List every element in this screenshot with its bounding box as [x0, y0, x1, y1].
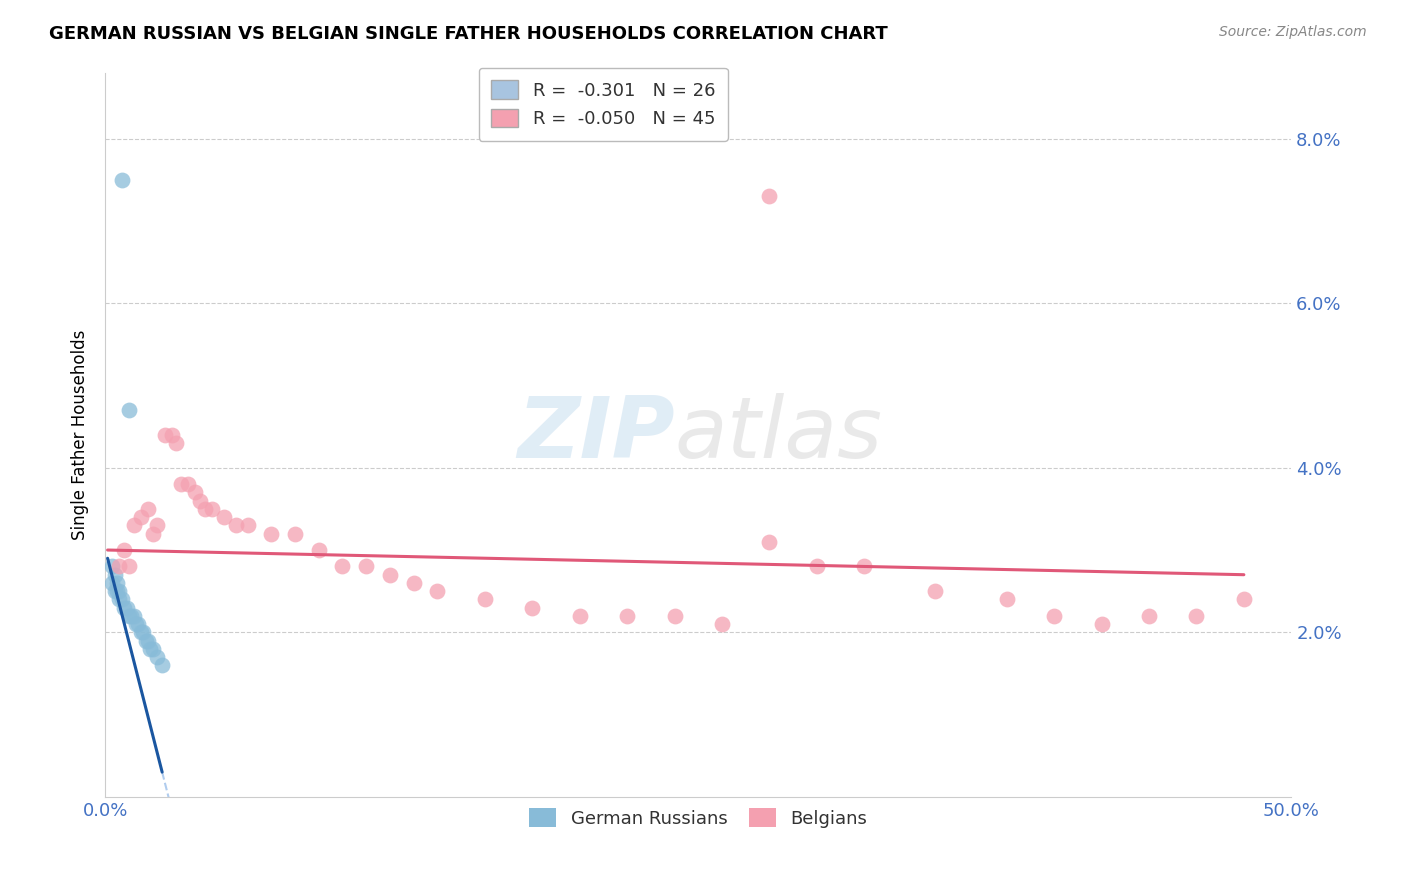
Point: [122, 608, 145, 623]
Point: [194, 502, 217, 516]
Point: [188, 493, 211, 508]
Point: [105, 576, 128, 591]
Point: [260, 526, 283, 541]
Point: [1090, 617, 1112, 632]
Point: [139, 641, 162, 656]
Point: [402, 576, 425, 591]
Point: [135, 633, 157, 648]
Point: [664, 608, 686, 623]
Point: [105, 584, 128, 599]
Point: [474, 592, 496, 607]
Point: [136, 502, 159, 516]
Point: [150, 658, 173, 673]
Point: [924, 584, 946, 599]
Point: [125, 617, 148, 632]
Point: [284, 526, 307, 541]
Point: [225, 518, 247, 533]
Point: [308, 543, 330, 558]
Point: [332, 559, 354, 574]
Point: [616, 608, 638, 623]
Point: [806, 559, 828, 574]
Point: [354, 559, 377, 574]
Point: [378, 567, 401, 582]
Point: [184, 485, 207, 500]
Point: [101, 559, 124, 574]
Point: [118, 608, 141, 623]
Point: [120, 608, 142, 623]
Point: [146, 518, 169, 533]
Text: atlas: atlas: [675, 393, 883, 476]
Point: [1233, 592, 1256, 607]
Point: [136, 633, 159, 648]
Point: [236, 518, 259, 533]
Point: [108, 584, 131, 599]
Point: [1043, 608, 1066, 623]
Point: [112, 600, 135, 615]
Point: [995, 592, 1018, 607]
Point: [122, 518, 145, 533]
Text: Source: ZipAtlas.com: Source: ZipAtlas.com: [1219, 25, 1367, 39]
Point: [710, 617, 733, 632]
Point: [165, 436, 187, 450]
Point: [104, 584, 127, 599]
Point: [132, 625, 155, 640]
Point: [212, 510, 235, 524]
Point: [118, 559, 141, 574]
Point: [1137, 608, 1160, 623]
Point: [118, 403, 141, 417]
Point: [129, 625, 152, 640]
Point: [101, 576, 124, 591]
Point: [758, 534, 780, 549]
Point: [111, 173, 134, 187]
Point: [758, 189, 780, 203]
Point: [568, 608, 591, 623]
Point: [111, 592, 134, 607]
Point: [170, 477, 193, 491]
Point: [112, 543, 135, 558]
Point: [853, 559, 876, 574]
Point: [129, 510, 152, 524]
Point: [177, 477, 200, 491]
Point: [201, 502, 224, 516]
Text: ZIP: ZIP: [517, 393, 675, 476]
Point: [146, 649, 169, 664]
Point: [104, 567, 127, 582]
Point: [142, 641, 165, 656]
Y-axis label: Single Father Households: Single Father Households: [72, 330, 89, 540]
Text: GERMAN RUSSIAN VS BELGIAN SINGLE FATHER HOUSEHOLDS CORRELATION CHART: GERMAN RUSSIAN VS BELGIAN SINGLE FATHER …: [49, 25, 889, 43]
Point: [115, 600, 138, 615]
Legend: German Russians, Belgians: German Russians, Belgians: [522, 801, 875, 835]
Point: [142, 526, 165, 541]
Point: [1185, 608, 1208, 623]
Point: [153, 428, 176, 442]
Point: [108, 559, 131, 574]
Point: [160, 428, 183, 442]
Point: [108, 592, 131, 607]
Point: [426, 584, 449, 599]
Point: [127, 617, 149, 632]
Point: [522, 600, 544, 615]
